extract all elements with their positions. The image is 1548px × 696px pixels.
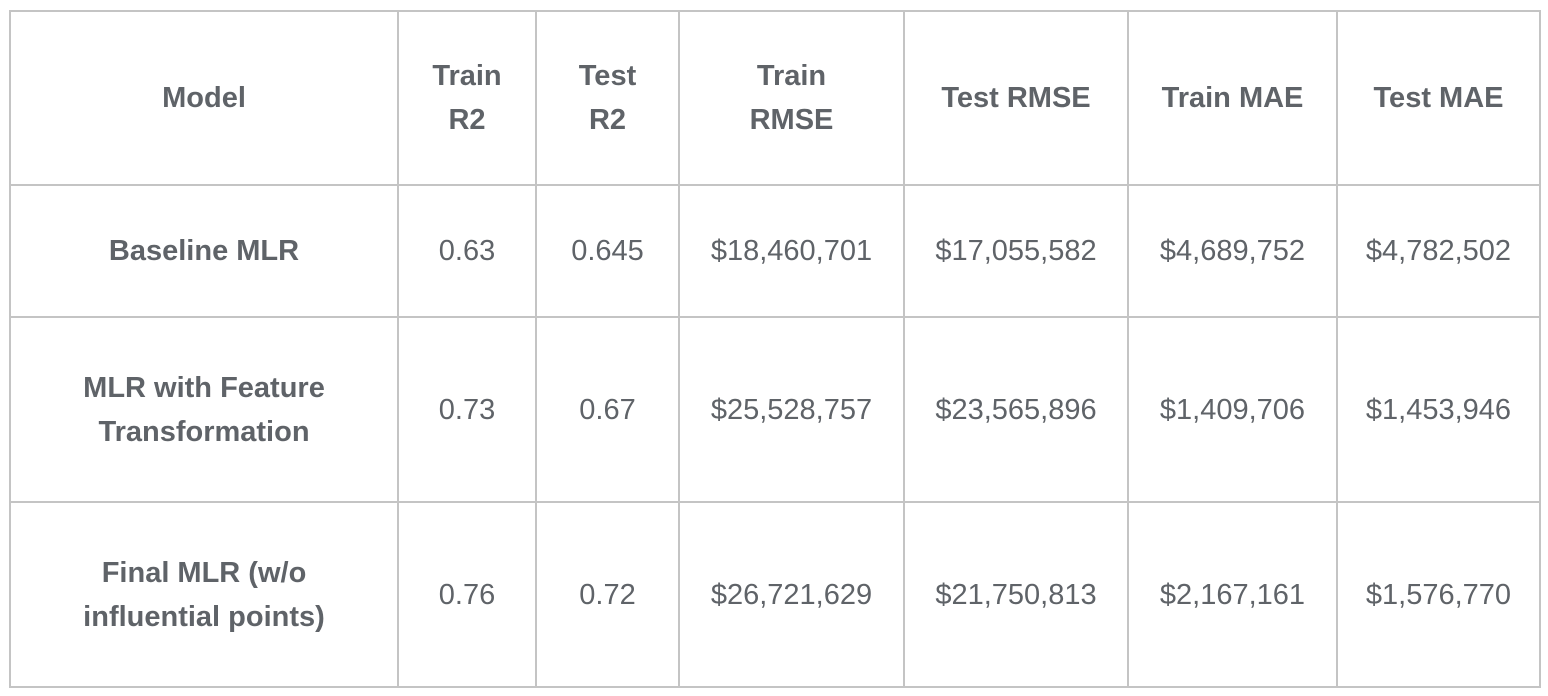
header-model: Model — [9, 10, 399, 186]
header-model-line-1: Model — [162, 82, 246, 114]
table-header-row: Model Train R2 Test R2 Train RMSE Test R… — [9, 10, 1541, 186]
test-rmse-cell: $23,565,896 — [903, 316, 1129, 503]
header-test-mae-line-1: Test MAE — [1373, 82, 1504, 114]
train-r2-cell: 0.63 — [397, 184, 537, 318]
test-rmse-cell: $17,055,582 — [903, 184, 1129, 318]
header-test-rmse: Test RMSE — [903, 10, 1129, 186]
train-rmse-cell: $25,528,757 — [678, 316, 905, 503]
table-row: MLR with Feature Transformation 0.73 0.6… — [9, 316, 1541, 503]
header-test-rmse-line-1: Test RMSE — [941, 82, 1091, 114]
train-mae-cell: $4,689,752 — [1127, 184, 1338, 318]
header-train-r2: Train R2 — [397, 10, 537, 186]
header-test-r2-line-1: Test — [578, 60, 637, 92]
model-name-cell: Baseline MLR — [9, 184, 399, 318]
model-metrics-table: Model Train R2 Test R2 Train RMSE Test R… — [9, 10, 1541, 688]
test-r2-cell: 0.67 — [535, 316, 680, 503]
train-mae-cell: $1,409,706 — [1127, 316, 1338, 503]
test-mae-cell: $1,576,770 — [1336, 501, 1541, 688]
model-name-line-1: MLR with Feature — [83, 371, 325, 404]
header-test-r2-line-2: R2 — [588, 104, 627, 136]
header-train-r2-line-2: R2 — [448, 104, 486, 136]
table-row: Final MLR (w/o influential points) 0.76 … — [9, 501, 1541, 688]
model-name-cell: MLR with Feature Transformation — [9, 316, 399, 503]
header-train-rmse-line-2: RMSE — [749, 104, 834, 136]
train-mae-cell: $2,167,161 — [1127, 501, 1338, 688]
model-name-line-1: Final MLR (w/o — [101, 556, 307, 589]
test-rmse-cell: $21,750,813 — [903, 501, 1129, 688]
train-r2-cell: 0.73 — [397, 316, 537, 503]
model-name-line-2: influential points) — [83, 600, 325, 633]
header-train-mae-line-1: Train MAE — [1161, 82, 1304, 114]
header-train-rmse: Train RMSE — [678, 10, 905, 186]
header-train-r2-line-1: Train — [432, 60, 502, 92]
model-name-line-2: Transformation — [98, 415, 310, 448]
train-rmse-cell: $18,460,701 — [678, 184, 905, 318]
header-test-r2: Test R2 — [535, 10, 680, 186]
header-train-rmse-line-1: Train — [756, 60, 827, 92]
header-train-mae: Train MAE — [1127, 10, 1338, 186]
train-r2-cell: 0.76 — [397, 501, 537, 688]
table-row: Baseline MLR 0.63 0.645 $18,460,701 $17,… — [9, 184, 1541, 318]
test-r2-cell: 0.645 — [535, 184, 680, 318]
test-mae-cell: $4,782,502 — [1336, 184, 1541, 318]
model-name: Baseline MLR — [108, 235, 300, 267]
test-mae-cell: $1,453,946 — [1336, 316, 1541, 503]
train-rmse-cell: $26,721,629 — [678, 501, 905, 688]
header-test-mae: Test MAE — [1336, 10, 1541, 186]
model-name-cell: Final MLR (w/o influential points) — [9, 501, 399, 688]
test-r2-cell: 0.72 — [535, 501, 680, 688]
